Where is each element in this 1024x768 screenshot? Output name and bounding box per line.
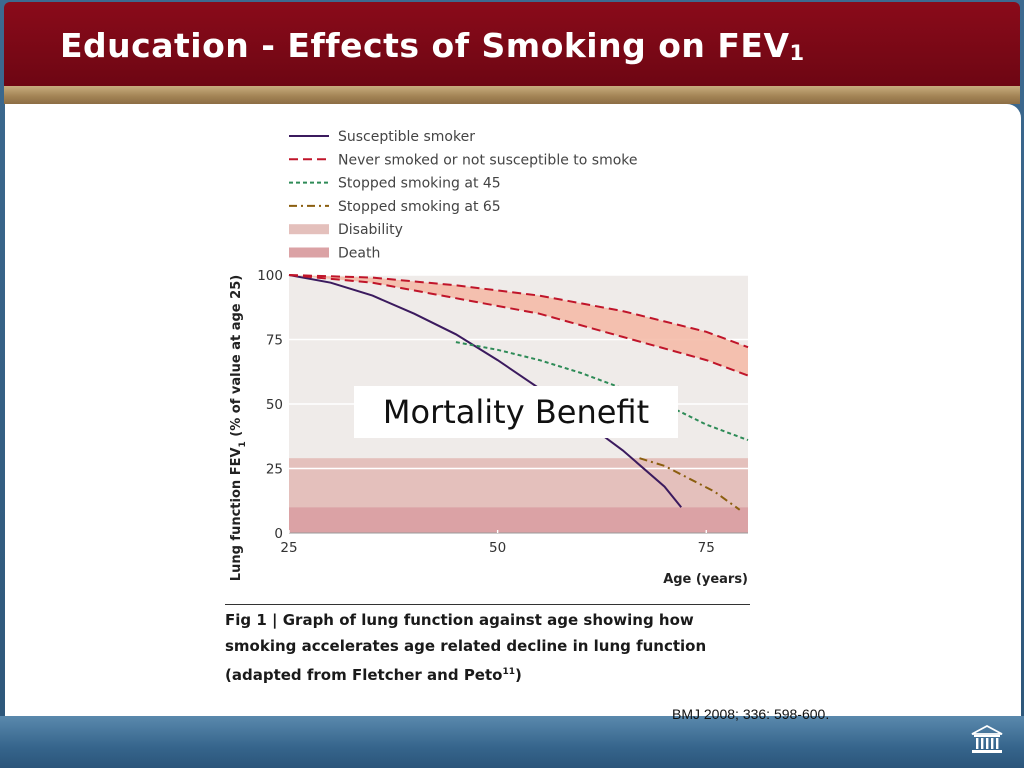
legend-label-death: Death xyxy=(338,246,380,262)
caption-separator: | xyxy=(266,611,283,629)
x-tick-label: 25 xyxy=(280,540,297,556)
y-tick-label: 25 xyxy=(266,462,283,478)
x-tick-label: 50 xyxy=(489,540,506,556)
y-tick-label: 0 xyxy=(274,526,283,542)
legend-label-susceptible-smoker: Susceptible smoker xyxy=(338,129,475,145)
caption-superscript: 11 xyxy=(502,667,515,677)
title-bar xyxy=(4,2,1020,88)
citation: BMJ 2008; 336: 598-600. xyxy=(672,706,830,722)
caption-closing: ) xyxy=(515,666,522,684)
series-susceptible-smoker-line xyxy=(288,274,682,508)
footer-band xyxy=(0,716,1024,768)
region-death xyxy=(289,507,748,533)
university-building-icon xyxy=(971,724,1003,753)
y-tick-label: 75 xyxy=(266,333,283,349)
legend-label-disability: Disability xyxy=(338,222,403,238)
series-never-smoked-lower-line xyxy=(288,274,749,377)
y-axis-title: Lung function FEV1 (% of value at age 25… xyxy=(229,275,248,581)
legend-label-never-smoked-or-not-susceptible-to-smoke: Never smoked or not susceptible to smoke xyxy=(338,152,638,168)
series-stopped-smoking-at-45-line xyxy=(455,341,749,442)
caption-label: Fig 1 xyxy=(225,611,267,629)
region-disability xyxy=(289,458,748,508)
series-never-smoked-upper-line xyxy=(288,274,749,349)
series-stopped-smoking-at-65-line xyxy=(639,457,741,511)
legend-swatch-disability xyxy=(289,224,329,235)
slide-title-text: Education - Effects of Smoking on FEV xyxy=(60,26,790,65)
legend-swatch-death xyxy=(289,247,329,258)
slide-title-subscript: 1 xyxy=(789,41,805,65)
figure-caption: Fig 1 | Graph of lung function against a… xyxy=(225,604,750,688)
x-tick-label: 75 xyxy=(698,540,715,556)
caption-text: Graph of lung function against age showi… xyxy=(225,611,707,684)
y-tick-label: 50 xyxy=(266,397,283,413)
x-axis-title: Age (years) xyxy=(663,572,748,587)
legend-label-stopped-smoking-at-45: Stopped smoking at 45 xyxy=(338,176,501,192)
legend-label-stopped-smoking-at-65: Stopped smoking at 65 xyxy=(338,199,501,215)
never-smoked-band xyxy=(289,275,748,376)
mortality-benefit-annotation: Mortality Benefit xyxy=(354,386,678,438)
y-tick-label: 100 xyxy=(257,268,283,284)
chart-legend: Susceptible smoker Never smoked or not su… xyxy=(289,129,638,262)
title-divider-band xyxy=(4,86,1020,104)
slide-title: Education - Effects of Smoking on FEV1 xyxy=(60,26,805,65)
